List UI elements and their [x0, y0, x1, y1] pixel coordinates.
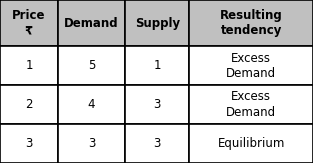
Bar: [58, 46, 125, 85]
Text: 4: 4: [88, 98, 95, 111]
Text: Demand: Demand: [64, 17, 119, 30]
Text: Excess
Demand: Excess Demand: [226, 90, 276, 119]
Bar: [125, 46, 189, 85]
Text: Equilibrium: Equilibrium: [218, 137, 285, 150]
Text: Excess
Demand: Excess Demand: [226, 52, 276, 80]
Text: Resulting
tendency: Resulting tendency: [220, 9, 283, 37]
Text: 1: 1: [154, 59, 161, 72]
Text: 5: 5: [88, 59, 95, 72]
Text: 3: 3: [154, 98, 161, 111]
Text: 2: 2: [25, 98, 33, 111]
Bar: [0, 124, 58, 163]
Text: 1: 1: [25, 59, 33, 72]
Bar: [189, 124, 313, 163]
Bar: [0, 46, 58, 85]
Bar: [58, 0, 125, 46]
Text: 3: 3: [88, 137, 95, 150]
Bar: [125, 0, 189, 46]
Text: Price
₹: Price ₹: [12, 9, 46, 37]
Bar: [0, 85, 58, 124]
Bar: [125, 85, 189, 124]
Text: Supply: Supply: [135, 17, 180, 30]
Bar: [0, 0, 58, 46]
Text: 3: 3: [154, 137, 161, 150]
Bar: [125, 124, 189, 163]
Bar: [189, 46, 313, 85]
Bar: [189, 0, 313, 46]
Bar: [58, 85, 125, 124]
Bar: [58, 124, 125, 163]
Text: 3: 3: [25, 137, 33, 150]
Bar: [189, 85, 313, 124]
